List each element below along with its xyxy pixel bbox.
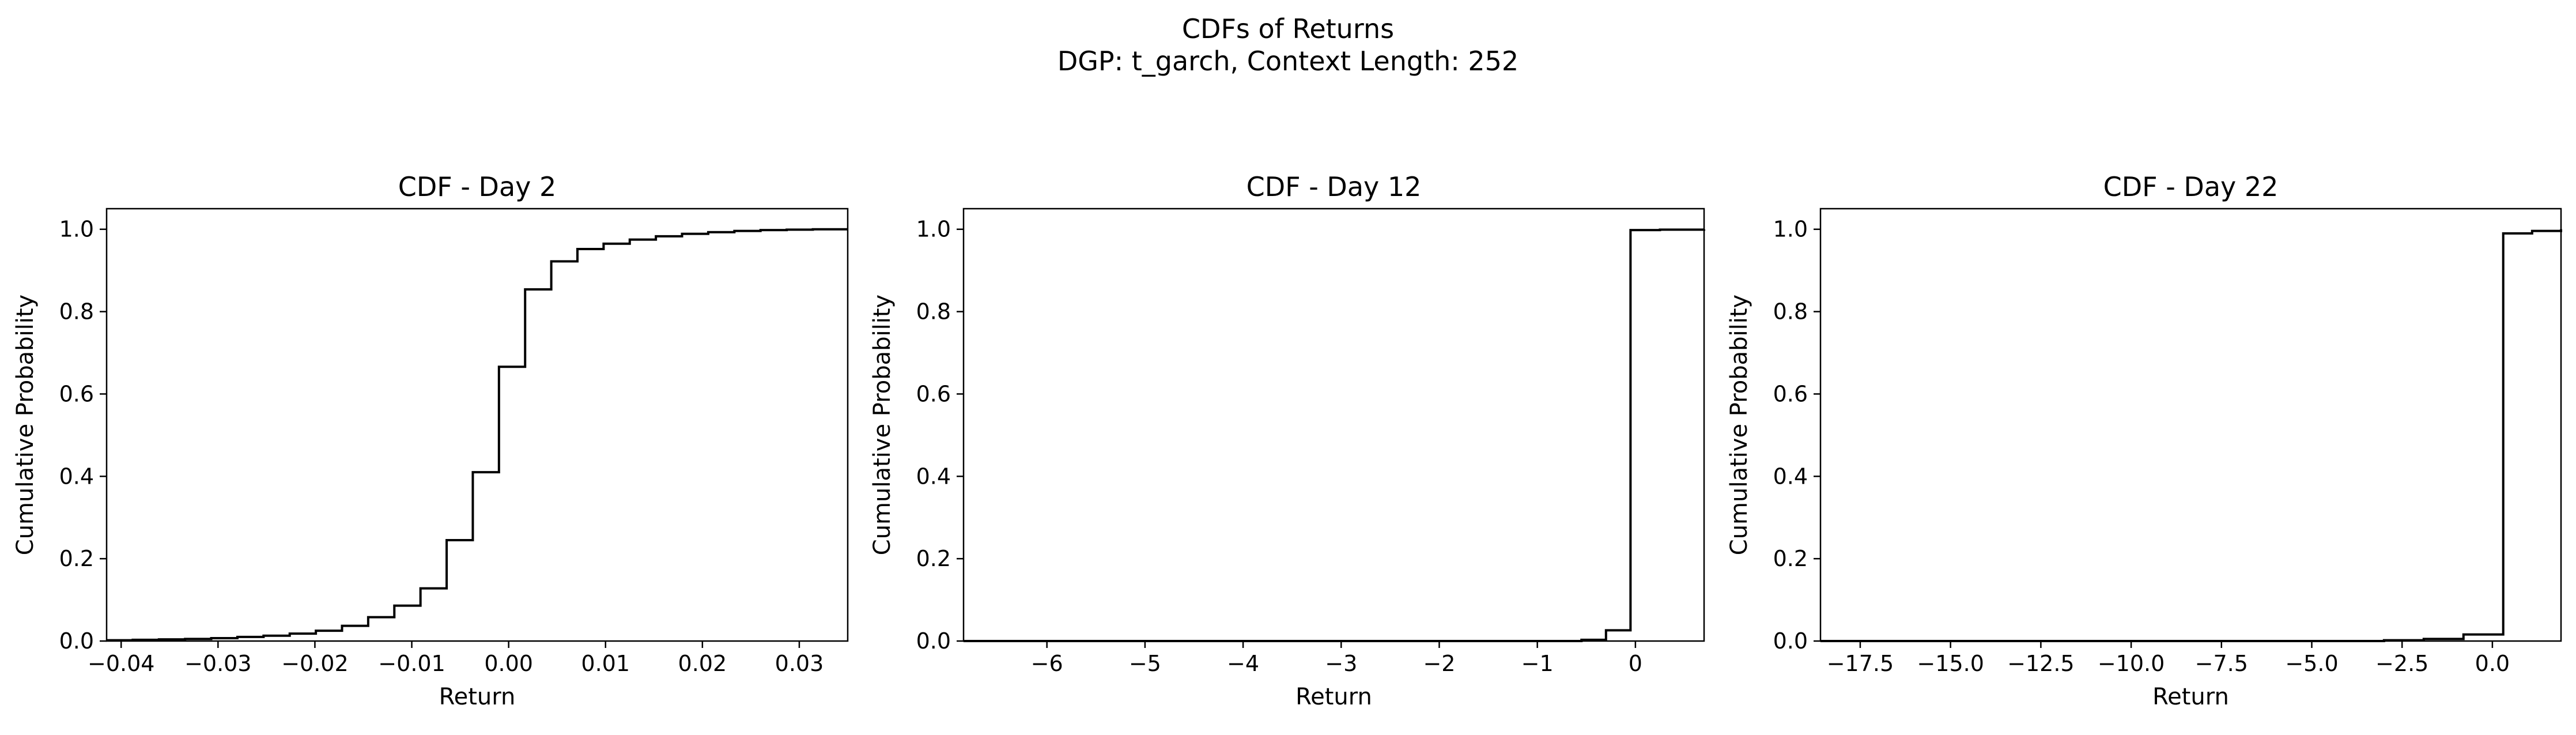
y-tick-label: 0.0 <box>59 628 94 654</box>
x-tick-label: −5 <box>1129 651 1161 676</box>
suptitle-line-2: DGP: t_garch, Context Length: 252 <box>1057 46 1519 77</box>
x-axis-label: Return <box>439 684 516 710</box>
y-tick-label: 1.0 <box>916 217 951 242</box>
x-tick-label: −12.5 <box>2007 651 2074 676</box>
y-tick-label: 0.6 <box>1773 381 1808 406</box>
x-tick-label: −7.5 <box>2195 651 2248 676</box>
y-tick-label: 0.0 <box>1773 628 1808 654</box>
y-axis-label: Cumulative Probability <box>1726 295 1752 555</box>
cdf-step-line <box>107 228 848 642</box>
cdf-step-line <box>964 228 1705 642</box>
x-tick-label: 0.03 <box>775 651 824 676</box>
x-tick-label: −2 <box>1423 651 1455 676</box>
x-axis-label: Return <box>1295 684 1372 710</box>
y-tick-label: 0.6 <box>59 381 94 406</box>
y-tick-label: 0.4 <box>1773 463 1808 489</box>
x-tick-label: −2.5 <box>2375 651 2428 676</box>
y-tick-label: 0.2 <box>59 546 94 571</box>
x-tick-label: −0.02 <box>281 651 348 676</box>
chart-panel-3: −17.5 −15.0 −12.5 −10.0 −7.5 −5.0 −2.5 0.0 0.0 0.… <box>1726 171 2562 710</box>
x-tick-label: −10.0 <box>2098 651 2165 676</box>
x-tick-label: −1 <box>1521 651 1554 676</box>
suptitle-line-1: CDFs of Returns <box>1181 13 1395 44</box>
chart-title: CDF - Day 22 <box>2103 171 2279 202</box>
chart-panel-2: −6 −5 −4 −3 −2 −1 0 0.0 0.2 0.4 0.6 0.8 1.0 CDF - Day… <box>869 171 1705 710</box>
x-tick-label: 0 <box>1629 651 1642 676</box>
x-tick-label: −0.03 <box>184 651 251 676</box>
y-tick-label: 0.8 <box>59 299 94 325</box>
chart-title: CDF - Day 2 <box>398 171 557 202</box>
cdf-step-line <box>1820 229 2562 642</box>
y-tick-label: 0.2 <box>916 546 951 571</box>
y-tick-label: 0.4 <box>916 463 951 489</box>
x-tick-label: −6 <box>1031 651 1063 676</box>
y-tick-label: 0.8 <box>1773 299 1808 325</box>
chart-panel-1: −0.04 −0.03 −0.02 −0.01 0.00 0.01 0.02 0.03 0.0 0… <box>12 171 849 710</box>
chart-title: CDF - Day 12 <box>1247 171 1422 202</box>
x-tick-label: −15.0 <box>1917 651 1984 676</box>
y-tick-label: 1.0 <box>1773 217 1808 242</box>
y-tick-label: 0.2 <box>1773 546 1808 571</box>
y-tick-label: 0.6 <box>916 381 951 406</box>
x-tick-label: −0.04 <box>88 651 154 676</box>
y-axis-label: Cumulative Probability <box>869 295 896 555</box>
axes-frame <box>1819 208 2562 642</box>
y-axis-label: Cumulative Probability <box>12 295 39 555</box>
x-tick-label: −0.01 <box>378 651 445 676</box>
y-tick-label: 1.0 <box>59 217 94 242</box>
x-tick-label: −17.5 <box>1827 651 1894 676</box>
y-tick-label: 0.0 <box>916 628 951 654</box>
y-tick-label: 0.8 <box>916 299 951 325</box>
x-tick-label: 0.0 <box>2475 651 2510 676</box>
x-tick-label: 0.00 <box>484 651 533 676</box>
x-tick-label: −3 <box>1325 651 1357 676</box>
x-tick-label: 0.02 <box>678 651 727 676</box>
x-tick-label: −5.0 <box>2285 651 2338 676</box>
axes-frame <box>962 208 1705 642</box>
x-axis-label: Return <box>2152 684 2229 710</box>
y-tick-label: 0.4 <box>59 463 94 489</box>
x-tick-label: 0.01 <box>581 651 630 676</box>
x-tick-label: −4 <box>1227 651 1259 676</box>
figure-suptitle: CDFs of Returns DGP: t_garch, Context Le… <box>0 13 2576 77</box>
axes-frame <box>105 208 849 642</box>
